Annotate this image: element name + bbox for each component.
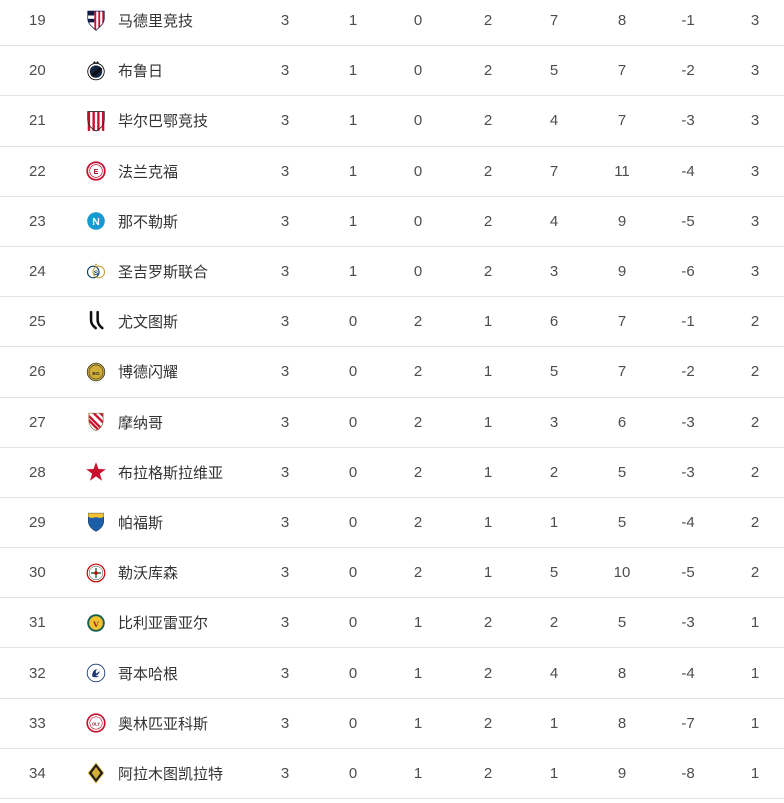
svg-text:S: S <box>94 269 99 276</box>
svg-text:OLY: OLY <box>92 722 100 727</box>
svg-text:N: N <box>92 217 100 228</box>
svg-text:E: E <box>94 168 99 176</box>
svg-text:V: V <box>93 619 100 629</box>
svg-text:BG: BG <box>92 371 100 377</box>
